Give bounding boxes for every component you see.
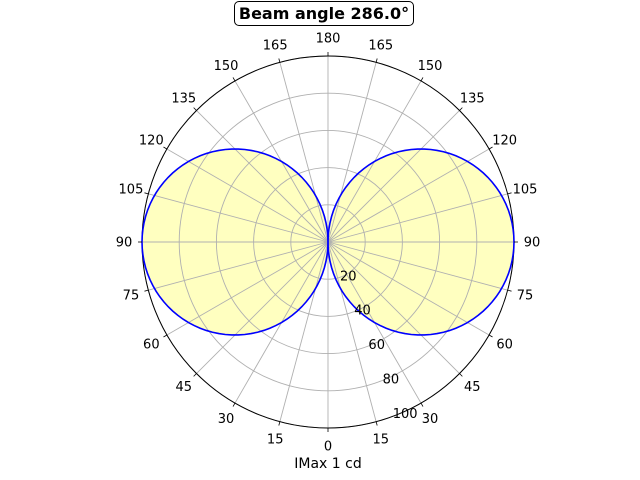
angle-tick-30 [420, 402, 424, 407]
angle-tick-210 [232, 77, 236, 82]
angular-gridline-240 [166, 148, 329, 243]
angular-gridline-165 [327, 62, 377, 243]
angle-tick-label-210: 150 [214, 59, 239, 74]
angle-tick-label-60: 60 [496, 338, 513, 353]
angle-tick-255 [144, 192, 149, 195]
angular-gridline-285 [148, 241, 329, 291]
angle-tick-label-30: 30 [422, 412, 439, 427]
angle-tick-195 [278, 58, 281, 63]
angle-tick-165 [375, 58, 378, 63]
angle-tick-60 [488, 334, 493, 338]
angle-tick-label-180: 180 [316, 32, 341, 47]
angle-tick-label-165: 165 [368, 38, 393, 53]
angle-tick-label-135: 135 [460, 91, 485, 106]
angle-tick-240 [163, 146, 168, 150]
angle-tick-label-45: 45 [464, 380, 481, 395]
angle-tick-label-300: 60 [143, 338, 160, 353]
radial-tick-label-80: 80 [383, 372, 400, 387]
angle-tick-label-75: 75 [517, 288, 534, 303]
angle-tick-label-255: 105 [119, 183, 144, 198]
angle-tick-300 [163, 334, 168, 338]
angle-tick-120 [488, 146, 493, 150]
angle-tick-135 [459, 107, 463, 111]
angle-tick-150 [420, 77, 424, 82]
angle-tick-label-105: 105 [513, 183, 538, 198]
angle-tick-75 [507, 289, 512, 292]
angular-gridline-120 [327, 148, 490, 243]
angular-gridline-60 [327, 241, 490, 336]
angular-gridline-255 [148, 193, 329, 243]
angular-gridline-225 [196, 110, 329, 243]
angular-gridline-135 [327, 110, 460, 243]
angular-gridline-75 [327, 241, 508, 291]
angular-gridline-195 [279, 62, 329, 243]
radial-tick-label-40: 40 [354, 304, 371, 319]
angular-gridline-105 [327, 193, 508, 243]
radial-tick-label-20: 20 [340, 269, 357, 284]
angle-tick-label-225: 135 [171, 91, 196, 106]
angular-gridline-300 [166, 241, 329, 336]
angular-gridline-315 [196, 241, 329, 374]
radial-tick-label-60: 60 [368, 338, 385, 353]
angle-tick-315 [193, 373, 197, 377]
angular-gridline-45 [327, 241, 460, 374]
angle-tick-345 [278, 421, 281, 426]
radial-tick-label-100: 100 [393, 407, 418, 422]
angle-tick-label-195: 165 [263, 38, 288, 53]
angle-tick-225 [193, 107, 197, 111]
angle-tick-label-150: 150 [418, 59, 443, 74]
angle-tick-label-0: 0 [324, 440, 332, 455]
angle-tick-label-330: 30 [218, 412, 235, 427]
angle-tick-label-345: 15 [267, 433, 284, 448]
angle-tick-label-270: 90 [116, 236, 133, 251]
angular-gridline-15 [327, 241, 377, 422]
angle-tick-label-90: 90 [524, 236, 541, 251]
angle-tick-285 [144, 289, 149, 292]
angle-tick-330 [232, 402, 236, 407]
angle-tick-label-240: 120 [139, 134, 164, 149]
angle-tick-15 [375, 421, 378, 426]
chart-title: Beam angle 286.0° [234, 1, 414, 26]
angle-tick-45 [459, 373, 463, 377]
angle-tick-label-15: 15 [373, 433, 390, 448]
angle-tick-label-120: 120 [492, 134, 517, 149]
angle-tick-label-315: 45 [175, 380, 192, 395]
angular-gridline-345 [279, 241, 329, 422]
angle-tick-label-285: 75 [123, 288, 140, 303]
angle-tick-105 [507, 192, 512, 195]
x-axis-label: IMax 1 cd [294, 456, 362, 472]
